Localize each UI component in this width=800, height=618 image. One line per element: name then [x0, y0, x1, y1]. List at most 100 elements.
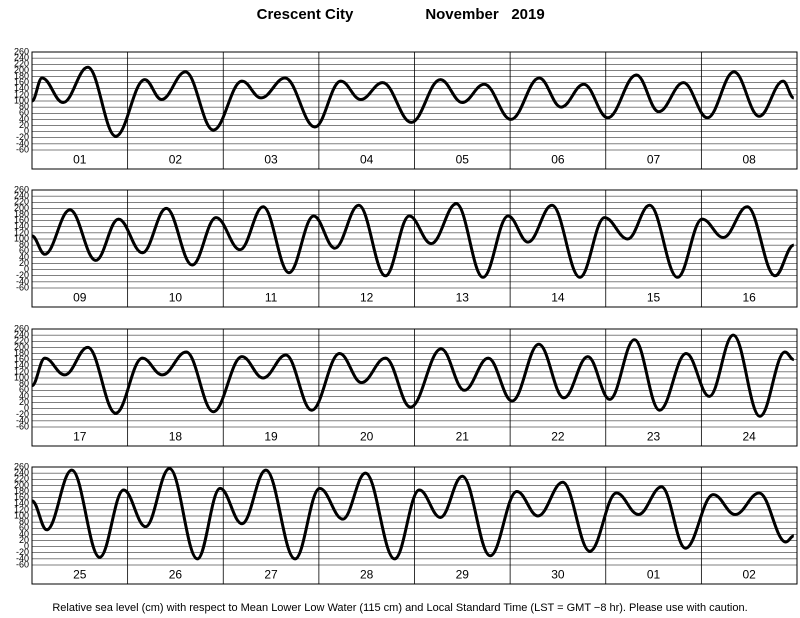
y-tick-label: -60 [16, 421, 29, 431]
y-tick-label: 240 [14, 468, 29, 478]
y-tick-label: 60 [19, 385, 29, 395]
y-tick-label: 20 [19, 535, 29, 545]
y-tick-label: 140 [14, 83, 29, 93]
y-tick-label: 40 [19, 391, 29, 401]
day-label: 08 [743, 153, 757, 167]
day-label: 28 [360, 568, 374, 582]
y-tick-label: -60 [16, 144, 29, 154]
y-tick-label: -20 [16, 132, 29, 142]
tide-line [31, 466, 795, 561]
day-label: 01 [647, 568, 661, 582]
y-tick-label: 120 [14, 89, 29, 99]
y-tick-label: 0 [24, 126, 29, 136]
y-tick-label: -40 [16, 415, 29, 425]
y-tick-label: 20 [19, 397, 29, 407]
y-tick-label: 0 [24, 264, 29, 274]
y-tick-label: 140 [14, 221, 29, 231]
day-label: 16 [743, 291, 757, 305]
y-tick-label: 260 [14, 46, 29, 56]
y-tick-label: 220 [14, 197, 29, 207]
day-label: 20 [360, 430, 374, 444]
y-tick-label: 160 [14, 215, 29, 225]
y-tick-label: 100 [14, 95, 29, 105]
y-tick-label: 260 [14, 323, 29, 333]
day-label: 11 [265, 291, 278, 305]
y-tick-label: 20 [19, 258, 29, 268]
y-tick-label: 220 [14, 59, 29, 69]
day-label: 15 [647, 291, 661, 305]
day-label: 02 [169, 153, 183, 167]
y-tick-label: 140 [14, 498, 29, 508]
y-tick-label: 200 [14, 480, 29, 490]
y-tick-label: 260 [14, 184, 29, 194]
day-label: 27 [264, 568, 278, 582]
day-label: 30 [551, 568, 565, 582]
y-tick-label: 180 [14, 348, 29, 358]
day-label: 24 [743, 430, 757, 444]
y-tick-label: 200 [14, 203, 29, 213]
footnote: Relative sea level (cm) with respect to … [52, 602, 747, 614]
y-tick-label: 180 [14, 209, 29, 219]
y-tick-label: 160 [14, 77, 29, 87]
y-tick-label: 60 [19, 108, 29, 118]
y-tick-label: 240 [14, 53, 29, 63]
y-tick-label: 60 [19, 523, 29, 533]
y-tick-label: 80 [19, 240, 29, 250]
location: Crescent City [257, 6, 354, 23]
y-tick-label: 240 [14, 191, 29, 201]
y-tick-label: 100 [14, 372, 29, 382]
y-tick-label: -40 [16, 138, 29, 148]
y-tick-label: 140 [14, 360, 29, 370]
day-label: 07 [647, 153, 661, 167]
y-tick-label: 100 [14, 233, 29, 243]
y-tick-label: 220 [14, 336, 29, 346]
y-tick-label: 80 [19, 517, 29, 527]
y-tick-label: 260 [14, 461, 29, 471]
y-tick-label: 80 [19, 102, 29, 112]
year: 2019 [511, 6, 544, 23]
y-tick-label: 0 [24, 403, 29, 413]
tide-line [31, 333, 795, 418]
day-label: 09 [73, 291, 87, 305]
y-tick-label: -60 [16, 282, 29, 292]
day-label: 02 [743, 568, 757, 582]
y-tick-label: 20 [19, 120, 29, 130]
day-label: 03 [264, 153, 278, 167]
y-tick-label: 220 [14, 474, 29, 484]
y-tick-label: 0 [24, 541, 29, 551]
y-tick-label: 40 [19, 252, 29, 262]
tide-line [31, 65, 795, 138]
day-label: 14 [551, 291, 565, 305]
y-tick-label: 60 [19, 246, 29, 256]
y-tick-label: 40 [19, 529, 29, 539]
y-tick-label: 120 [14, 227, 29, 237]
day-label: 12 [360, 291, 374, 305]
y-tick-label: -60 [16, 559, 29, 569]
day-label: 17 [73, 430, 87, 444]
y-tick-label: 180 [14, 71, 29, 81]
y-tick-label: 240 [14, 330, 29, 340]
day-label: 05 [456, 153, 470, 167]
y-tick-label: -20 [16, 547, 29, 557]
day-label: 01 [73, 153, 87, 167]
y-tick-label: 120 [14, 504, 29, 514]
day-label: 06 [551, 153, 565, 167]
y-tick-label: 180 [14, 486, 29, 496]
y-tick-label: -20 [16, 270, 29, 280]
day-label: 29 [456, 568, 470, 582]
y-tick-label: -40 [16, 276, 29, 286]
day-label: 04 [360, 153, 374, 167]
y-tick-label: 160 [14, 492, 29, 502]
day-label: 13 [456, 291, 470, 305]
day-label: 22 [551, 430, 565, 444]
y-tick-label: -40 [16, 553, 29, 563]
month: November [425, 6, 499, 23]
y-tick-label: 160 [14, 354, 29, 364]
y-tick-label: 120 [14, 366, 29, 376]
day-label: 19 [264, 430, 278, 444]
day-label: 10 [169, 291, 183, 305]
day-label: 26 [169, 568, 183, 582]
y-tick-label: 40 [19, 114, 29, 124]
day-label: 25 [73, 568, 87, 582]
